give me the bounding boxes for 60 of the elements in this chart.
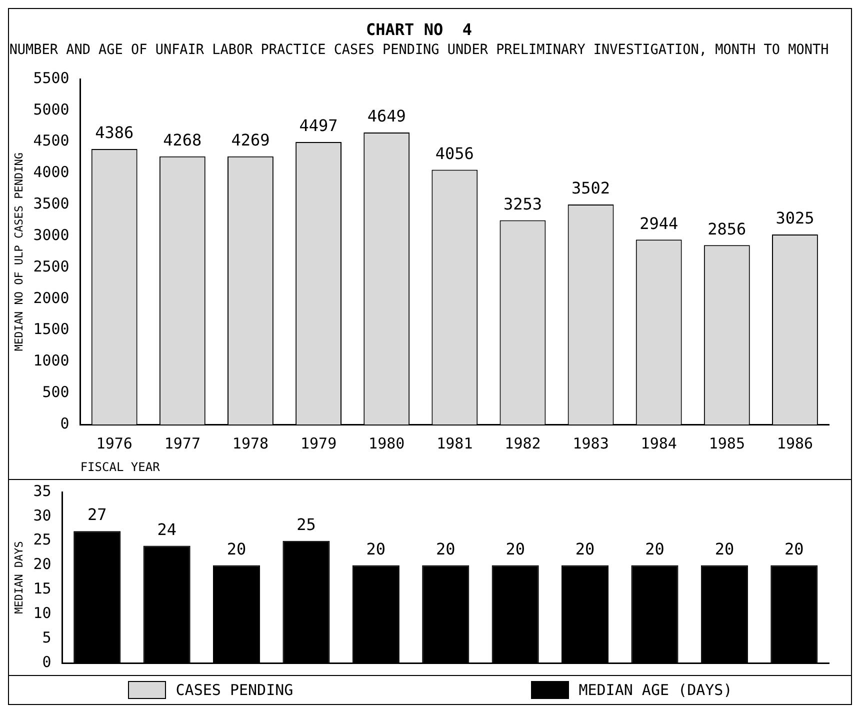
x-tick-label: 1980 <box>368 434 405 452</box>
x-tick-label: 1982 <box>504 434 541 452</box>
y-tick-label: 5 <box>42 628 52 646</box>
y-tick-label: 15 <box>33 580 52 598</box>
x-tick-label: 1983 <box>572 434 609 452</box>
y-axis-title: MEDIAN NO OF ULP CASES PENDING <box>12 152 26 352</box>
y-tick-label: 0 <box>42 652 52 671</box>
data-label: 20 <box>506 539 525 558</box>
data-label: 2944 <box>640 214 678 233</box>
x-tick-label: 1977 <box>164 434 200 452</box>
y-tick-label: 500 <box>42 383 70 402</box>
data-label: 20 <box>575 539 595 558</box>
data-label: 3253 <box>503 194 542 214</box>
y-tick-label: 10 <box>33 604 52 622</box>
data-label: 20 <box>436 539 456 558</box>
x-tick-label: 1985 <box>708 434 745 452</box>
data-label: 27 <box>87 505 107 524</box>
data-label: 20 <box>226 539 246 558</box>
y-tick-label: 4000 <box>33 163 70 182</box>
chart-subtitle: NUMBER AND AGE OF UNFAIR LABOR PRACTICE CASES PENDING UNDER PRELIMINARY INVESTIGATION, MONTH TO MONTH <box>9 42 829 58</box>
y-tick-label: 0 <box>60 414 70 432</box>
y-tick-label: 20 <box>33 555 52 574</box>
y-tick-label: 2000 <box>33 288 70 307</box>
y-tick-label: 2500 <box>33 257 70 276</box>
data-label: 4056 <box>435 144 474 163</box>
x-tick-label: 1981 <box>436 434 473 452</box>
legend-label: MEDIAN AGE (DAYS) <box>578 681 732 699</box>
data-label: 20 <box>784 539 804 558</box>
data-label: 20 <box>645 539 664 558</box>
x-tick-label: 1984 <box>640 434 677 452</box>
y-tick-label: 3000 <box>33 226 70 244</box>
data-label: 25 <box>296 515 316 534</box>
legend-label: CASES PENDING <box>176 681 294 699</box>
data-label: 2856 <box>708 219 746 238</box>
x-tick-label: 1976 <box>96 434 132 452</box>
y-tick-label: 30 <box>33 506 52 524</box>
data-label: 4269 <box>231 130 270 150</box>
data-label: 4386 <box>95 123 134 142</box>
y-tick-label: 35 <box>33 482 52 500</box>
data-label: 3502 <box>572 178 610 198</box>
data-label: 4268 <box>163 130 202 150</box>
data-label: 20 <box>366 539 386 558</box>
data-label: 24 <box>157 520 176 539</box>
y-axis-title: MEDIAN DAYS <box>12 541 26 614</box>
x-axis-title: FISCAL YEAR <box>80 460 161 474</box>
y-tick-label: 5500 <box>33 68 70 87</box>
y-tick-label: 4500 <box>33 132 70 150</box>
data-label: 20 <box>714 539 734 558</box>
x-tick-label: 1979 <box>300 434 337 452</box>
x-tick-label: 1978 <box>232 434 269 452</box>
data-label: 4497 <box>299 116 338 136</box>
y-tick-label: 1500 <box>33 320 70 338</box>
data-label: 3025 <box>776 208 814 228</box>
x-tick-label: 1986 <box>776 434 814 452</box>
chart-title: CHART NO 4 <box>366 20 472 39</box>
y-tick-label: 3500 <box>33 194 70 213</box>
y-tick-label: 25 <box>33 530 52 549</box>
data-label: 4649 <box>367 106 406 126</box>
y-tick-label: 1000 <box>33 352 70 370</box>
y-tick-label: 5000 <box>33 100 70 118</box>
